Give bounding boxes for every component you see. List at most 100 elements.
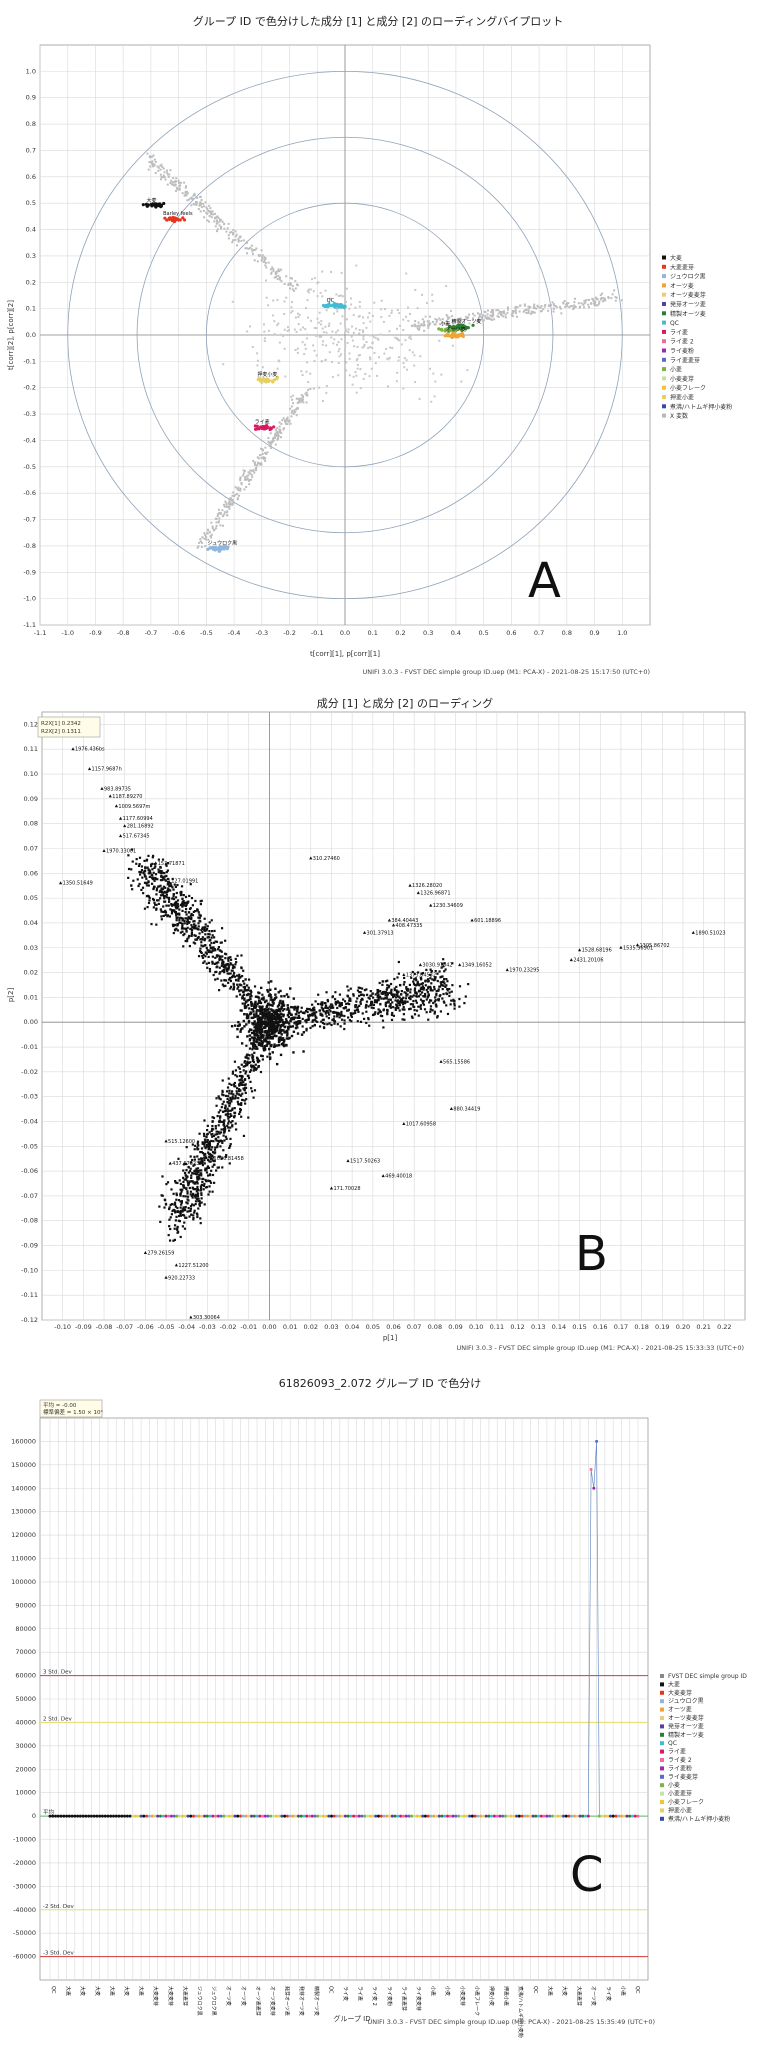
loading-point <box>180 1190 183 1193</box>
loading-point <box>203 1138 207 1141</box>
x-variable-point <box>207 529 210 532</box>
x-variable-point <box>223 511 226 514</box>
loading-point <box>258 991 261 995</box>
loading-point <box>418 984 421 987</box>
loading-point <box>349 987 352 990</box>
loading-point <box>270 1043 273 1047</box>
loading-point <box>167 881 170 884</box>
loading-point <box>433 988 436 991</box>
x-variable-point <box>271 440 274 443</box>
x-tick-label: -1.1 <box>34 629 47 637</box>
loading-point <box>439 985 442 988</box>
x-variable-point <box>506 311 509 314</box>
sample-marker <box>589 1468 593 1472</box>
x-variable-point <box>499 310 502 313</box>
loading-point <box>200 1162 204 1165</box>
loading-point <box>415 1001 418 1004</box>
loading-marker <box>164 1139 168 1143</box>
category-label: オーツ麦 <box>240 1986 247 2006</box>
x-variable-point <box>338 294 341 297</box>
loading-point <box>279 1053 283 1057</box>
loading-point <box>167 888 170 891</box>
x-tick-label: -0.02 <box>220 1323 237 1331</box>
loading-point <box>279 1024 282 1027</box>
sample-marker <box>128 1814 132 1818</box>
x-variable-point <box>283 300 286 303</box>
legend-swatch <box>662 367 666 372</box>
loading-point <box>232 971 236 975</box>
x-variable-point <box>515 315 518 318</box>
loading-point <box>187 1184 190 1187</box>
x-variable-point <box>305 391 308 394</box>
x-variable-point <box>287 329 290 332</box>
x-variable-point <box>312 290 315 293</box>
x-variable-point <box>273 333 276 336</box>
group-point <box>461 334 465 339</box>
group-label: ライ麦 <box>255 418 270 425</box>
loading-point <box>262 998 265 1001</box>
loading-point <box>203 1203 206 1206</box>
loading-point <box>242 986 245 989</box>
loading-point <box>262 1008 265 1011</box>
loading-point <box>219 956 222 959</box>
loading-point <box>222 1127 226 1130</box>
x-variable-point <box>199 204 202 207</box>
loading-point <box>204 951 207 954</box>
loading-point <box>181 930 184 933</box>
sample-marker <box>296 1814 300 1818</box>
sample-marker <box>241 1814 245 1818</box>
loading-point <box>161 1175 164 1178</box>
sample-marker <box>603 1814 607 1818</box>
x-variable-point <box>148 161 151 164</box>
loading-point <box>155 893 158 896</box>
loading-point <box>442 980 445 983</box>
x-variable-point <box>451 344 454 347</box>
loading-point <box>282 1029 285 1032</box>
loading-point <box>305 1018 308 1022</box>
loading-point <box>441 975 444 978</box>
legend-swatch <box>660 1741 664 1746</box>
loading-point <box>175 916 178 920</box>
sample-marker <box>76 1814 80 1818</box>
loading-point <box>181 1225 184 1228</box>
group-point <box>168 217 172 221</box>
sample-marker <box>636 1814 640 1818</box>
loading-point <box>414 977 417 980</box>
loading-point <box>155 923 158 926</box>
x-variable-point <box>217 521 220 524</box>
loading-point <box>242 1069 245 1072</box>
loading-point <box>343 1027 346 1031</box>
loading-label: 2431.20106 <box>573 958 603 964</box>
loading-label: 1127.01991 <box>168 878 198 884</box>
sample-marker <box>109 1814 113 1818</box>
loading-point <box>278 1029 282 1033</box>
loading-point <box>332 1017 335 1021</box>
sample-marker <box>429 1814 433 1818</box>
loading-point <box>278 1001 281 1005</box>
loading-point <box>178 1211 181 1214</box>
x-variable-point <box>239 479 242 482</box>
x-variable-point <box>573 297 576 300</box>
x-variable-point <box>215 230 218 233</box>
x-variable-point <box>452 319 455 322</box>
x-variable-point <box>506 306 509 309</box>
loading-point <box>222 965 225 969</box>
loading-point <box>352 1012 355 1015</box>
loading-point <box>145 877 148 880</box>
loading-point <box>210 941 213 945</box>
sample-marker <box>291 1814 295 1818</box>
y-tick-label: -40000 <box>13 1906 36 1914</box>
loading-point <box>169 908 172 911</box>
loading-point <box>159 1220 162 1223</box>
sample-marker <box>418 1814 422 1818</box>
loading-point <box>463 1002 466 1005</box>
loading-point <box>144 869 147 873</box>
loading-point <box>138 882 141 886</box>
loading-point <box>275 1011 278 1014</box>
x-variable-point <box>250 244 253 247</box>
loading-point <box>273 1016 276 1019</box>
sample-marker <box>539 1814 543 1818</box>
x-variable-point <box>208 210 211 213</box>
loading-point <box>238 1110 242 1113</box>
x-variable-point <box>229 501 232 504</box>
